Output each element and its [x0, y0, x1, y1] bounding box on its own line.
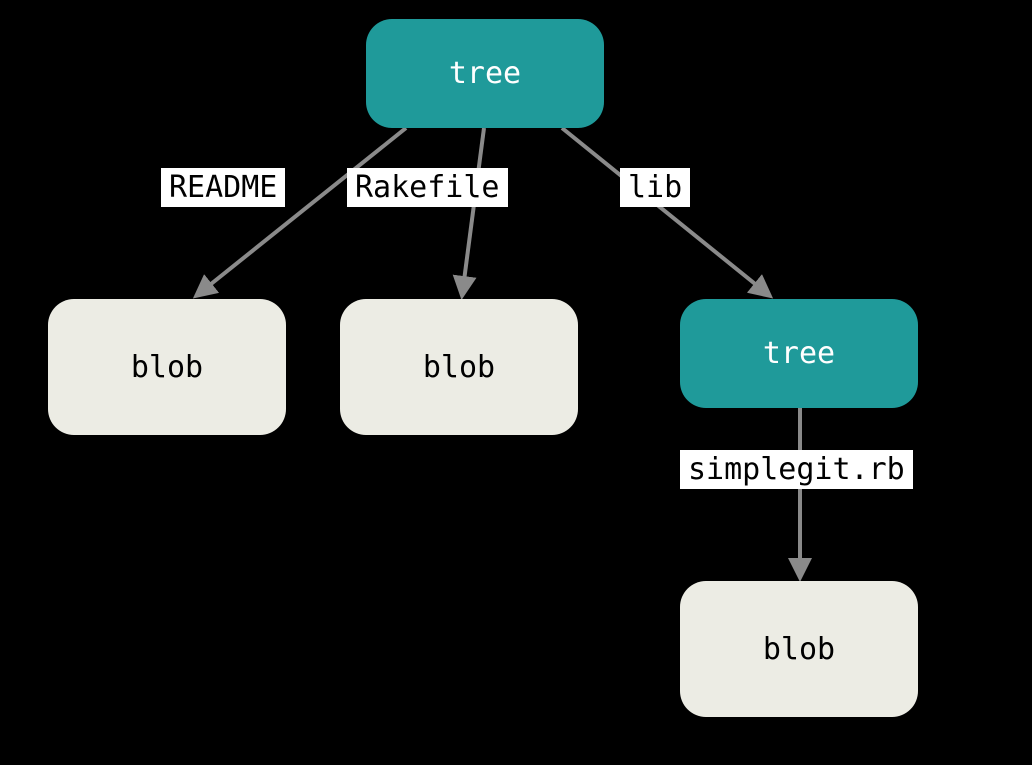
node-label: tree [449, 56, 521, 91]
node-label: blob [763, 632, 835, 667]
edge-label-simplegit-rb: simplegit.rb [680, 450, 913, 489]
node-label: blob [131, 350, 203, 385]
node-tree-c: tree [680, 299, 918, 408]
git-object-diagram: tree blob blob tree blob README Rakefile lib sim… [0, 0, 1032, 765]
node-blob-a: blob [48, 299, 286, 435]
edge-label-README: README [161, 168, 285, 207]
node-blob-d: blob [680, 581, 918, 717]
edge-root-to-blob-b [462, 128, 484, 296]
node-label: tree [763, 336, 835, 371]
edge-root-to-blob-a [196, 128, 406, 296]
node-blob-b: blob [340, 299, 578, 435]
node-root: tree [366, 19, 604, 128]
edge-root-to-tree-c [562, 128, 770, 296]
edge-label-lib: lib [620, 168, 690, 207]
edge-label-Rakefile: Rakefile [347, 168, 508, 207]
node-label: blob [423, 350, 495, 385]
